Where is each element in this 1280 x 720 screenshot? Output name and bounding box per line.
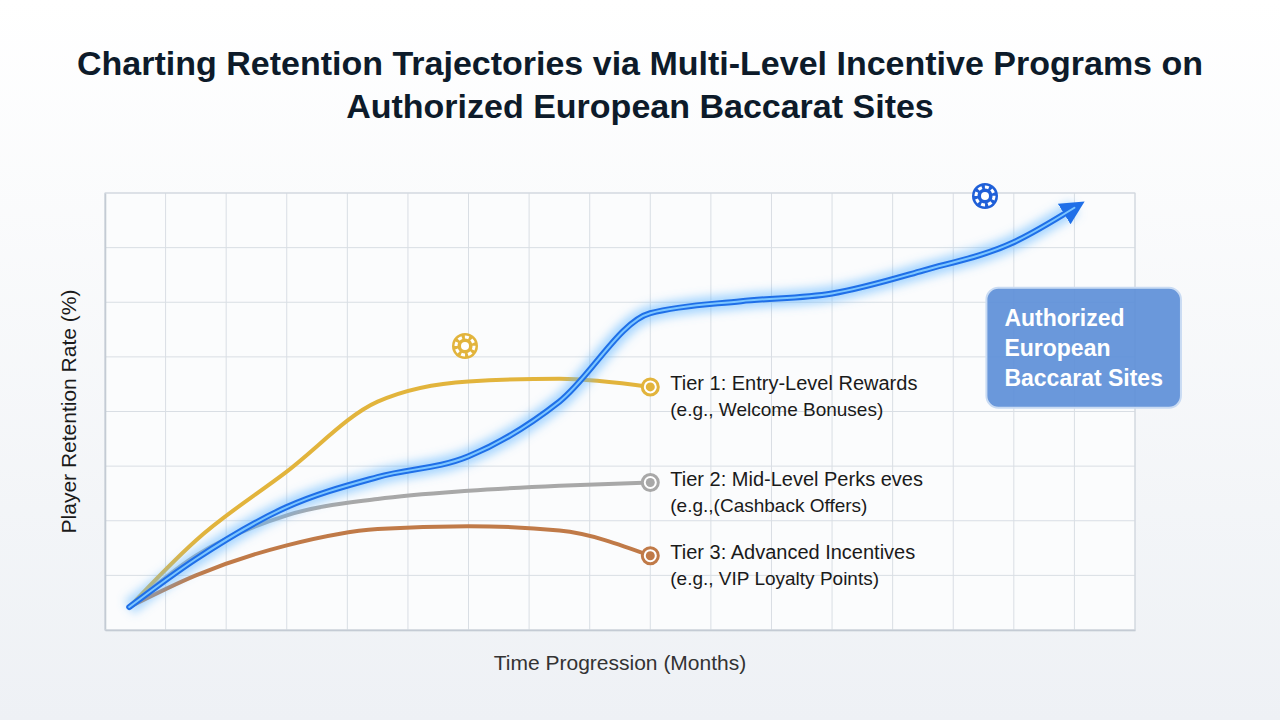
chart: Charting Retention Trajectories via Mult… — [0, 0, 1280, 720]
decor-chip — [972, 183, 998, 209]
series-highlight — [129, 208, 1074, 607]
grid-line-y — [105, 356, 1135, 357]
grid-line-y — [105, 575, 1135, 576]
series-line — [129, 379, 650, 607]
series-label-line: European — [1004, 335, 1110, 361]
series-end-marker — [642, 379, 658, 395]
plot-frame — [105, 193, 1135, 630]
series-end-marker-core — [646, 382, 655, 391]
series-end-marker — [642, 475, 658, 491]
decor-chip-body — [452, 333, 478, 359]
grid-line-y — [105, 302, 1135, 303]
series-detail: (e.g.,(Cashback Offers) — [670, 495, 867, 516]
series-end-marker — [642, 548, 658, 564]
y-axis-title: Player Retention Rate (%) — [57, 290, 80, 534]
series-line — [129, 208, 1074, 607]
series-end-marker-core — [646, 478, 655, 487]
series-label: Authorized European Baccarat Sites — [1004, 305, 1163, 391]
decor-chip-center — [981, 192, 989, 200]
series-label-line: Authorized — [1004, 305, 1124, 331]
decor-chip-center — [461, 342, 469, 350]
title-line: Charting Retention Trajectories via Mult… — [77, 44, 1203, 82]
plot-background — [105, 193, 1135, 630]
decor-chip — [452, 333, 478, 359]
x-axis-title: Time Progression (Months) — [494, 651, 746, 674]
title-line: Authorized European Baccarat Sites — [346, 87, 934, 125]
series-label-box — [986, 288, 1181, 408]
decor-chip-body — [972, 183, 998, 209]
grid-line-y — [105, 411, 1135, 412]
series-label: Tier 1: Entry-Level Rewards — [670, 372, 917, 394]
title: Charting Retention Trajectories via Mult… — [77, 44, 1203, 125]
series-label-line: Baccarat Sites — [1004, 365, 1163, 391]
labels: Tier 1: Entry-Level Rewards (e.g., Welcom… — [670, 288, 1181, 589]
decor-chip-ring — [456, 337, 474, 355]
series-end-marker-core — [646, 551, 655, 560]
grid — [105, 193, 1135, 630]
series-glow — [129, 208, 1074, 607]
decor-chip-ring — [976, 187, 994, 205]
series-detail: (e.g., Welcome Bonuses) — [670, 399, 883, 420]
grid-line-y — [105, 466, 1135, 467]
marks — [129, 208, 1074, 607]
series-line — [129, 526, 650, 607]
series-label: Tier 3: Advanced Incentives — [670, 541, 915, 563]
series-label: Tier 2: Mid-Level Perks eves — [670, 468, 923, 490]
series-detail: (e.g., VIP Loyalty Points) — [670, 568, 879, 589]
